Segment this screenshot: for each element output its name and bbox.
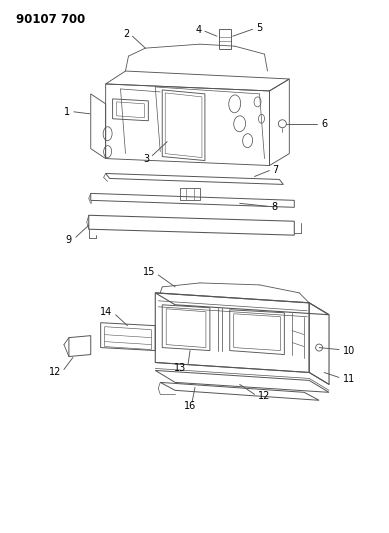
- Text: 10: 10: [343, 345, 355, 356]
- Text: 14: 14: [100, 307, 112, 317]
- Text: 2: 2: [123, 29, 130, 39]
- Text: 9: 9: [66, 235, 72, 245]
- Text: 12: 12: [258, 391, 270, 401]
- Text: 4: 4: [196, 25, 202, 35]
- Text: 15: 15: [143, 267, 155, 277]
- Text: 12: 12: [49, 367, 61, 377]
- Text: 5: 5: [257, 23, 263, 33]
- Text: 11: 11: [343, 374, 355, 384]
- Text: 8: 8: [272, 203, 278, 212]
- Text: 3: 3: [143, 154, 149, 164]
- Text: 16: 16: [184, 401, 196, 411]
- Text: 90107 700: 90107 700: [16, 13, 86, 26]
- Text: 6: 6: [321, 119, 327, 129]
- Text: 7: 7: [272, 165, 279, 174]
- Text: 13: 13: [174, 364, 186, 374]
- Text: 1: 1: [64, 107, 70, 117]
